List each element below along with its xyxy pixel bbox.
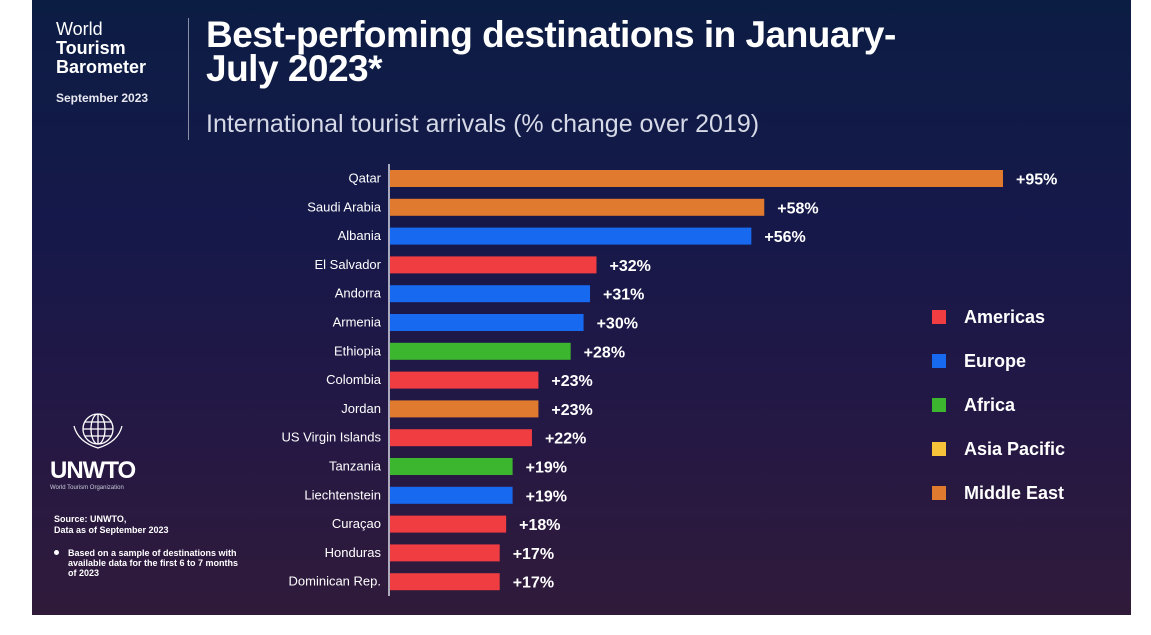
bar <box>390 314 584 331</box>
data-label: +17% <box>513 575 554 592</box>
data-label: +23% <box>551 373 592 390</box>
globe-icon <box>73 413 123 449</box>
category-label: Honduras <box>325 545 382 560</box>
bar <box>390 256 597 274</box>
category-label: Colombia <box>326 372 382 387</box>
data-label: +32% <box>609 258 650 275</box>
data-label: +31% <box>603 287 644 304</box>
bar <box>390 400 539 418</box>
category-label: El Salvador <box>315 257 382 272</box>
category-label: Armenia <box>333 315 382 330</box>
logo-name: UNWTO <box>50 457 136 484</box>
category-label: US Virgin Islands <box>282 430 382 445</box>
legend-label: Middle East <box>964 482 1065 503</box>
data-label: +30% <box>597 316 638 333</box>
source-note: Source: UNWTO, Data as of September 2023 <box>54 514 169 536</box>
legend-swatch <box>932 354 946 368</box>
data-label: +28% <box>584 344 625 361</box>
category-label: Liechtenstein <box>304 487 381 502</box>
data-label: +17% <box>513 546 554 563</box>
legend-swatch <box>932 442 946 456</box>
category-label: Albania <box>338 228 382 243</box>
legend-label: Americas <box>964 306 1046 327</box>
legend-swatch <box>932 310 946 324</box>
legend-swatch <box>932 398 946 412</box>
data-label: +22% <box>545 431 586 448</box>
chart-title: Best-perfoming destinations in January-J… <box>206 14 896 89</box>
legend-item: Middle East <box>932 482 1065 504</box>
brand-line-1: World <box>56 19 103 39</box>
legend-label: Africa <box>964 394 1016 415</box>
legend-item: Americas <box>932 306 1065 328</box>
category-label: Ethiopia <box>334 343 382 358</box>
data-label: +58% <box>777 200 818 217</box>
legend-swatch <box>932 486 946 500</box>
unwto-logo: UNWTO World Tourism Organization <box>50 408 170 491</box>
bar <box>390 429 532 447</box>
bar <box>390 285 591 303</box>
legend-item: Asia Pacific <box>932 438 1065 460</box>
category-label: Dominican Rep. <box>289 574 382 589</box>
brand-date: September 2023 <box>56 91 149 105</box>
bar <box>390 170 1003 187</box>
chart-legend: Americas Europe Africa Asia Pacific Middle E… <box>932 306 1065 526</box>
bullet-icon <box>54 550 59 555</box>
category-label: Andorra <box>335 286 382 301</box>
bar <box>390 227 752 245</box>
category-label: Tanzania <box>329 459 382 474</box>
bar <box>390 371 539 389</box>
legend-item: Africa <box>932 394 1065 416</box>
brand-line-3: Barometer <box>56 57 147 77</box>
logo-subtitle: World Tourism Organization <box>50 485 124 491</box>
brand-line-2: Tourism <box>56 38 126 58</box>
bar <box>390 573 500 591</box>
data-label: +23% <box>551 402 592 419</box>
source-line-1: Source: UNWTO, <box>54 514 127 524</box>
footnote: Based on a sample of destinations with a… <box>54 548 244 578</box>
category-label: Saudi Arabia <box>307 199 381 214</box>
bar <box>390 515 507 533</box>
category-label: Jordan <box>341 401 381 416</box>
header-divider <box>188 18 189 140</box>
legend-label: Asia Pacific <box>964 438 1066 459</box>
bar-chart: Qatar +95% Saudi Arabia +58% Albania +56% El S… <box>282 164 1057 596</box>
bar <box>390 198 765 216</box>
legend-label: Europe <box>964 350 1027 371</box>
category-label: Qatar <box>348 171 381 186</box>
category-label: Curaçao <box>332 516 381 531</box>
bar <box>390 486 513 504</box>
bar <box>390 458 513 475</box>
data-label: +19% <box>526 460 567 477</box>
data-label: +95% <box>1016 172 1057 189</box>
bar <box>390 342 571 360</box>
infographic-slide: World Tourism Barometer September 2023 B… <box>32 0 1131 615</box>
bar <box>390 544 500 562</box>
data-label: +18% <box>519 517 560 534</box>
legend-item: Europe <box>932 350 1065 372</box>
source-line-2: Data as of September 2023 <box>54 525 169 535</box>
footnote-text: Based on a sample of destinations with a… <box>68 548 239 578</box>
chart-subtitle: International tourist arrivals (% change… <box>206 110 760 138</box>
barometer-brand: World Tourism Barometer September 2023 <box>56 19 149 106</box>
data-label: +56% <box>764 229 805 246</box>
data-label: +19% <box>526 488 567 505</box>
